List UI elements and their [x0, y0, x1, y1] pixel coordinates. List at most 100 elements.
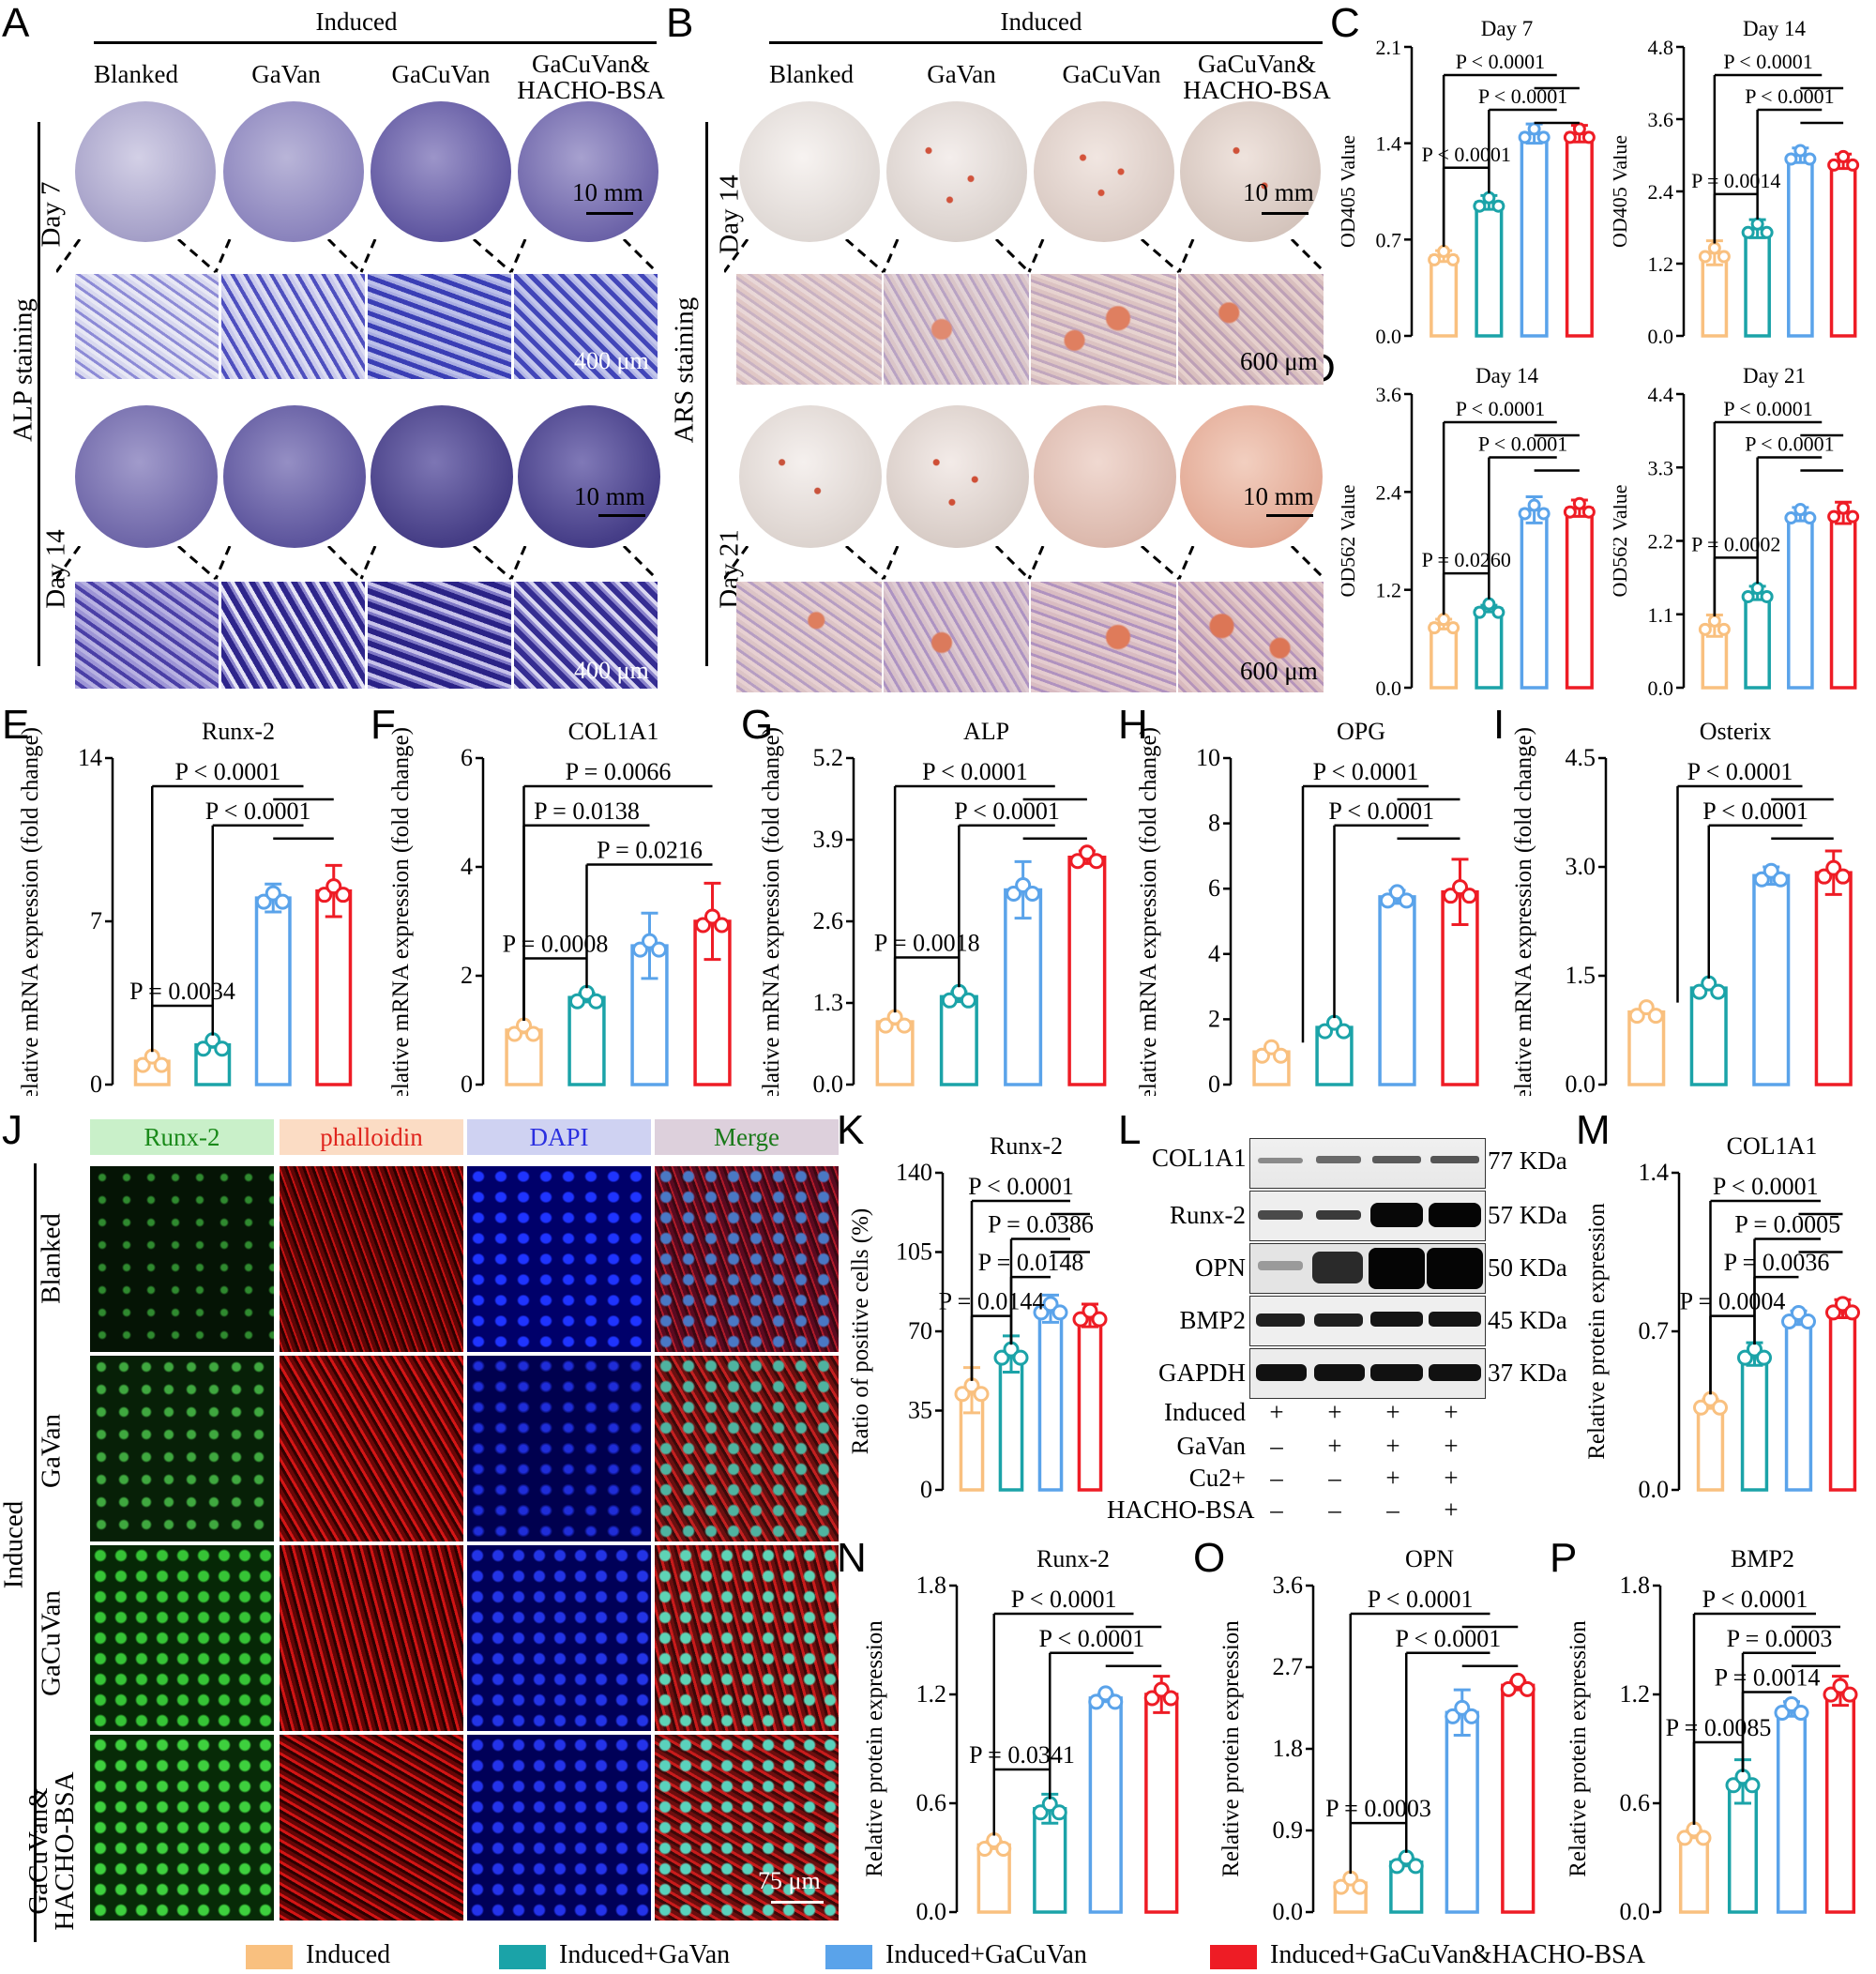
bar	[1475, 606, 1504, 690]
panel-a-scale-mm-1: 10 mm	[572, 178, 643, 206]
y-tick-label: 1.5	[1566, 962, 1596, 989]
data-point	[1756, 1349, 1772, 1366]
ifl-gacuvan-phalloidin	[280, 1545, 463, 1731]
blot-bmp2	[1249, 1296, 1486, 1346]
y-tick-label: 1.2	[916, 1680, 947, 1708]
pvalue-label: P < 0.0001	[1702, 797, 1808, 825]
y-tick-label: 8	[1208, 810, 1220, 837]
bar	[1829, 159, 1857, 338]
data-point	[1793, 1704, 1809, 1721]
y-tick-label: 0.0	[1620, 1898, 1651, 1923]
bar	[1088, 1696, 1123, 1914]
data-point	[1707, 614, 1721, 628]
y-tick-label: 1.1	[1648, 603, 1674, 627]
chart-n-runx2-protein: Runx-2 Relative protein expression 0.0 0.6 1…	[863, 1545, 1179, 1923]
data-point	[325, 878, 342, 895]
data-point	[973, 1386, 990, 1403]
legend-item-induced: Induced	[246, 1940, 390, 1970]
panel-b-scale-um-1: 600 μm	[1240, 347, 1318, 375]
ifl-combo-merge	[655, 1735, 839, 1921]
panel-j-row-blanked: Blanked	[36, 1213, 67, 1304]
bar	[1144, 1693, 1179, 1914]
pvalue-label: P = 0.0148	[978, 1249, 1084, 1276]
blot-label-bmp2: BMP2	[1179, 1306, 1246, 1334]
panel-label-e: E	[2, 702, 30, 748]
pvalue-label: P = 0.0004	[1680, 1288, 1786, 1315]
data-point	[1693, 1399, 1709, 1416]
bar	[1520, 508, 1549, 690]
bar	[1740, 1352, 1769, 1492]
y-tick-label: 0.7	[1639, 1317, 1670, 1344]
data-point	[265, 885, 281, 902]
data-point	[1844, 1304, 1860, 1321]
mark: +	[1385, 1464, 1400, 1492]
data-point	[1051, 1304, 1068, 1321]
data-point	[1741, 589, 1755, 603]
data-point	[1837, 501, 1851, 515]
data-point	[1744, 1777, 1761, 1794]
data-point	[1825, 1304, 1841, 1321]
y-tick-label: 0.0	[1273, 1898, 1304, 1923]
blot-kda-runx2: 57 KDa	[1488, 1201, 1567, 1229]
mark: +	[1444, 1398, 1459, 1426]
data-point	[976, 1840, 993, 1857]
data-point	[1783, 1695, 1800, 1712]
pvalue-label: P = 0.0138	[534, 797, 640, 825]
ars-day14-gacuvan-well	[1034, 101, 1174, 242]
panel-label-m: M	[1576, 1107, 1611, 1153]
data-point	[1500, 1680, 1517, 1697]
data-point	[1784, 152, 1798, 166]
data-point	[134, 1056, 151, 1073]
bar	[1776, 1707, 1808, 1914]
data-point	[1389, 884, 1405, 901]
pvalue-label: P = 0.0002	[1691, 532, 1780, 555]
data-point	[1803, 152, 1817, 166]
bar	[1445, 1710, 1479, 1914]
data-point	[1750, 217, 1764, 231]
data-point	[1760, 589, 1774, 603]
panel-label-p: P	[1550, 1535, 1578, 1581]
y-tick-label: 0.0	[1648, 676, 1674, 699]
bar	[1037, 1307, 1064, 1492]
data-point	[1710, 983, 1727, 1000]
y-tick-label: 1.8	[916, 1572, 947, 1599]
data-point	[714, 917, 730, 934]
bar	[315, 888, 353, 1086]
y-tick-label: 105	[896, 1238, 932, 1266]
mark: –	[1386, 1496, 1399, 1524]
pvalue-label: P = 0.0014	[1691, 169, 1780, 192]
panel-b-scale-mm-2: 10 mm	[1243, 482, 1314, 510]
pvalue-label: P = 0.0036	[1724, 1249, 1830, 1276]
pvalue-label: P = 0.0018	[874, 930, 980, 957]
ifl-gavan-runx2	[90, 1356, 274, 1541]
pvalue-label: P < 0.0001	[1723, 397, 1812, 420]
data-point	[1336, 1023, 1352, 1040]
legend-label: Induced+GaVan	[559, 1940, 731, 1969]
y-tick-label: 1.8	[1273, 1735, 1304, 1762]
pvalue-label: P < 0.0001	[1456, 50, 1545, 73]
blot-cond-cu: Cu2+	[1188, 1464, 1246, 1492]
data-point	[1827, 509, 1841, 524]
data-point	[1725, 1777, 1742, 1794]
chart-title: Runx-2	[202, 718, 275, 745]
data-point	[1717, 622, 1731, 636]
ars-day14-gavan-well	[886, 101, 1027, 242]
chart-title: Day 7	[1481, 19, 1534, 40]
ars-day14-blanked-micro	[736, 274, 882, 385]
y-tick-label: 1.8	[1620, 1572, 1651, 1599]
data-point	[214, 1040, 231, 1057]
data-point	[1793, 144, 1808, 158]
data-point	[1446, 621, 1460, 635]
data-point	[1491, 199, 1505, 213]
bar	[1689, 986, 1728, 1086]
data-point	[1407, 1858, 1424, 1875]
bar	[1501, 1683, 1536, 1914]
y-tick-label: 6	[1208, 874, 1220, 902]
data-point	[993, 1349, 1010, 1366]
ars-day21-blanked-well	[739, 405, 882, 548]
chart-h-opg: OPG Relative mRNA expression (fold change…	[1137, 718, 1479, 1096]
y-tick-label: 1.2	[1648, 252, 1674, 276]
data-point	[1816, 868, 1833, 885]
chart-title: Osterix	[1700, 718, 1772, 745]
y-tick-label: 0.0	[1376, 676, 1402, 699]
